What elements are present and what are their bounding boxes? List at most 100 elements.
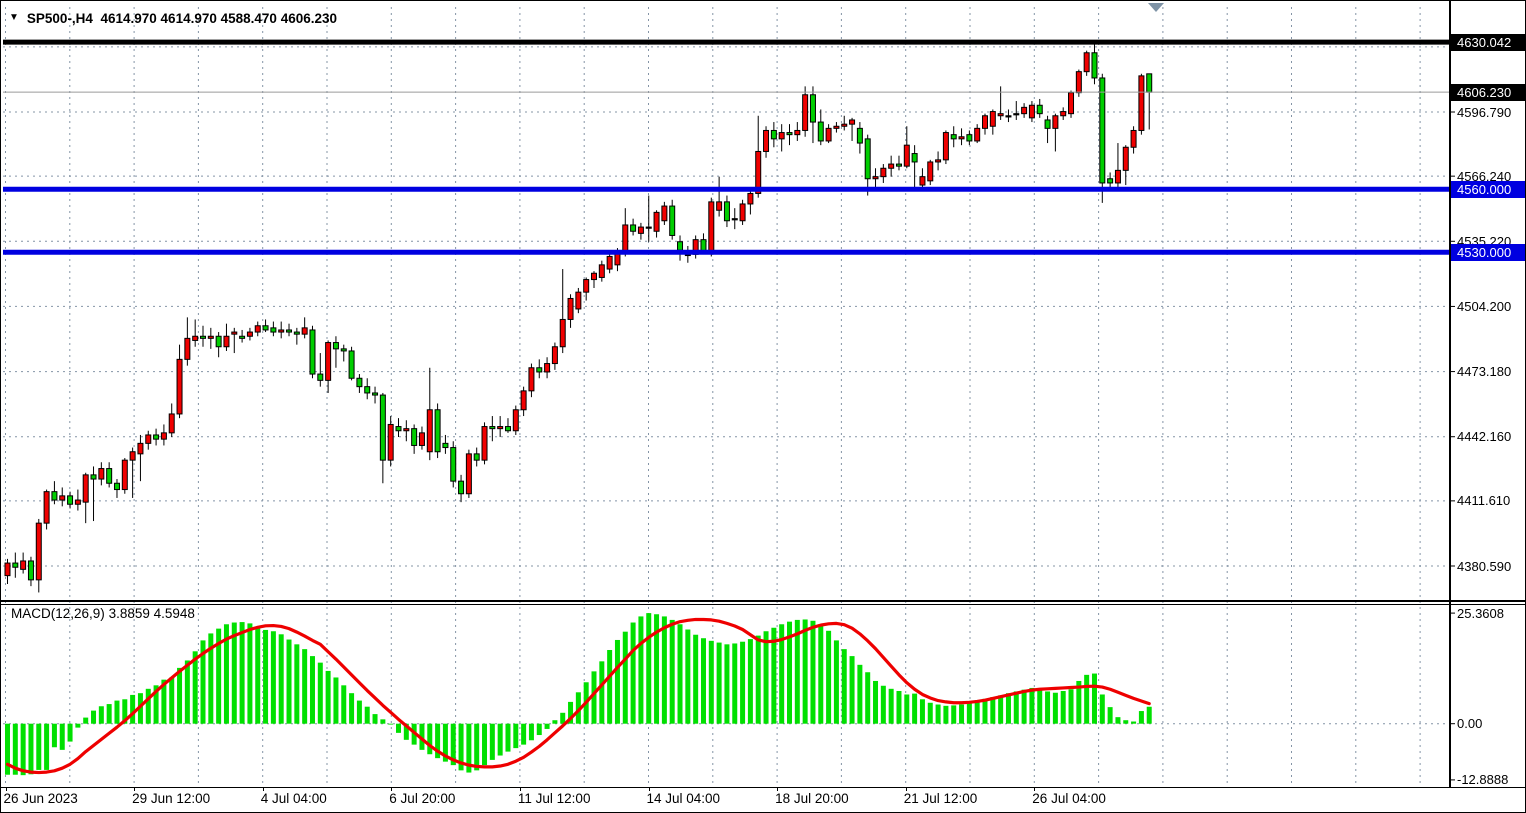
macd-histogram-bar <box>638 616 644 724</box>
candlestick <box>98 468 105 480</box>
macd-histogram-bar <box>122 699 128 724</box>
macd-histogram-bar <box>693 634 699 724</box>
macd-histogram-bar <box>654 614 660 724</box>
ohlc-high-value: 4614.970 <box>160 10 217 26</box>
candlestick <box>559 318 566 348</box>
macd-main-value: 3.8859 <box>108 606 150 621</box>
macd-histogram-bar <box>599 661 605 724</box>
macd-histogram-bar <box>12 723 18 775</box>
candlestick <box>348 350 355 379</box>
candlestick <box>637 226 644 234</box>
price-axis-label: 4530.000 <box>1450 243 1525 261</box>
candlestick <box>661 205 668 222</box>
candlestick <box>591 272 597 281</box>
macd-histogram-bar <box>685 629 691 724</box>
macd-histogram-bar <box>1138 711 1144 724</box>
macd-histogram-bar <box>888 688 894 724</box>
candlestick <box>528 367 535 392</box>
candlestick <box>1146 73 1153 93</box>
ohlc-close-value: 4606.230 <box>280 10 338 26</box>
macd-histogram-bar <box>255 627 261 724</box>
candlestick <box>200 335 206 339</box>
candlestick <box>1036 104 1043 115</box>
macd-histogram-bar <box>59 723 65 750</box>
macd-histogram-bar <box>919 699 925 724</box>
macd-axis[interactable]: 25.3608 0.00 -12.8888 <box>1450 1 1525 788</box>
candlestick <box>176 358 183 415</box>
macd-histogram-bar <box>560 712 566 724</box>
macd-histogram-bar <box>263 629 269 724</box>
time-axis-label: 11 Jul 12:00 <box>517 791 591 806</box>
candlestick <box>27 560 34 581</box>
candlestick <box>958 136 965 140</box>
candlestick <box>82 474 89 503</box>
candlestick <box>278 329 285 333</box>
macd-histogram-bar <box>1131 721 1137 724</box>
candlestick <box>4 562 11 577</box>
price-axis[interactable]: 4630.042 4606.230 4596.790 4566.240 4560.000… <box>1450 1 1525 787</box>
macd-histogram-bar <box>536 723 542 736</box>
macd-histogram-bar <box>83 717 89 724</box>
candlestick <box>763 129 770 152</box>
macd-histogram-bar <box>990 697 996 724</box>
candlestick <box>833 125 840 129</box>
macd-histogram-bar <box>669 619 675 724</box>
candlestick <box>411 428 418 446</box>
macd-histogram-bar <box>192 651 198 724</box>
price-axis-label: 4630.042 <box>1450 33 1525 51</box>
macd-histogram-bar <box>974 701 980 724</box>
scroll-to-end-marker-icon[interactable] <box>1148 3 1165 12</box>
candlestick <box>1114 169 1121 184</box>
candlestick <box>473 453 480 461</box>
time-axis-tick <box>391 787 393 791</box>
macd-histogram-bar <box>740 641 746 724</box>
macd-histogram-bar <box>661 616 667 724</box>
candlestick <box>974 127 981 142</box>
macd-histogram-bar <box>998 695 1004 724</box>
candlestick <box>849 119 856 125</box>
pane-separator-bottom[interactable] <box>1 603 1525 605</box>
symbol-dropdown-icon[interactable]: ▼ <box>9 12 19 23</box>
macd-histogram-bar <box>28 723 34 775</box>
macd-histogram-bar <box>943 705 949 724</box>
time-axis-tick <box>134 787 136 791</box>
candlestick <box>1075 71 1082 94</box>
candlestick <box>880 167 887 178</box>
macd-histogram-bar <box>388 723 394 725</box>
macd-histogram-bar <box>497 723 503 756</box>
candlestick <box>356 377 363 388</box>
candlestick <box>708 201 715 253</box>
macd-axis-label: 25.3608 <box>1457 605 1504 621</box>
macd-histogram-bar <box>223 624 229 724</box>
candlestick <box>622 224 629 253</box>
macd-histogram-bar <box>677 624 683 724</box>
macd-histogram-bar <box>200 640 206 724</box>
candlestick <box>51 491 58 501</box>
macd-histogram-bar <box>966 703 972 724</box>
chart-header: ▼ SP500-,H4 4614.970 4614.970 4588.470 4… <box>9 9 337 27</box>
macd-histogram-bar <box>177 667 183 724</box>
candlestick <box>731 218 738 221</box>
candlestick <box>903 144 910 167</box>
candlestick <box>145 434 152 444</box>
candlestick <box>364 386 371 394</box>
macd-histogram-bar <box>1076 680 1082 724</box>
macd-histogram-bar <box>873 680 879 724</box>
macd-histogram-bar <box>935 704 941 724</box>
macd-histogram-bar <box>614 639 620 724</box>
macd-histogram-bar <box>810 620 816 724</box>
candlestick <box>551 346 558 365</box>
macd-histogram-bar <box>732 643 738 724</box>
macd-histogram-bar <box>1068 689 1074 724</box>
time-axis[interactable]: 26 Jun 2023 29 Jun 12:00 4 Jul 04:00 6 Jul … <box>1 787 1449 812</box>
candlestick <box>153 434 160 440</box>
pane-separator-top[interactable] <box>1 600 1525 602</box>
macd-axis-label: 0.00 <box>1457 716 1483 732</box>
candlestick <box>442 442 449 449</box>
macd-histogram-bar <box>708 640 714 724</box>
candlestick <box>215 335 222 348</box>
macd-histogram-bar <box>630 622 636 724</box>
macd-histogram-bar <box>880 685 886 724</box>
candlestick <box>841 123 848 127</box>
